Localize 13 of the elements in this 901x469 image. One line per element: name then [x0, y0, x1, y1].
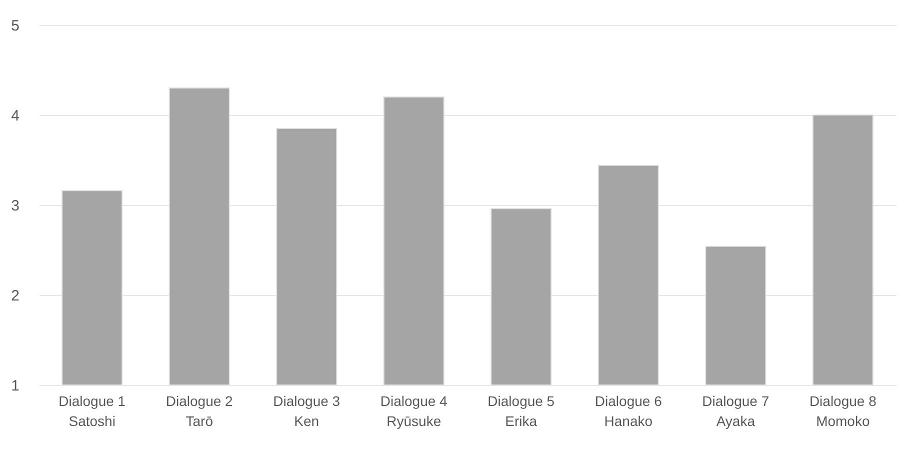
- category-label: Dialogue 4 Ryūsuke: [380, 393, 448, 429]
- category-label: Dialogue 5 Erika: [488, 393, 555, 429]
- category-label: Dialogue 2 Tarō: [166, 393, 233, 429]
- y-tick-label: 3: [11, 198, 20, 214]
- category-label: Dialogue 6 Hanako: [594, 393, 662, 429]
- y-tick-label: 2: [11, 288, 20, 304]
- y-tick-label: 1: [11, 378, 20, 394]
- category-label: Dialogue 7 Ayaka: [702, 393, 770, 429]
- category-label: Dialogue 1 Satoshi: [58, 393, 126, 429]
- category-label: Dialogue 8 Momoko: [809, 393, 876, 429]
- y-tick-label: 4: [11, 108, 20, 124]
- y-tick-label: 5: [11, 18, 20, 34]
- category-label: Dialogue 3 Ken: [273, 393, 340, 429]
